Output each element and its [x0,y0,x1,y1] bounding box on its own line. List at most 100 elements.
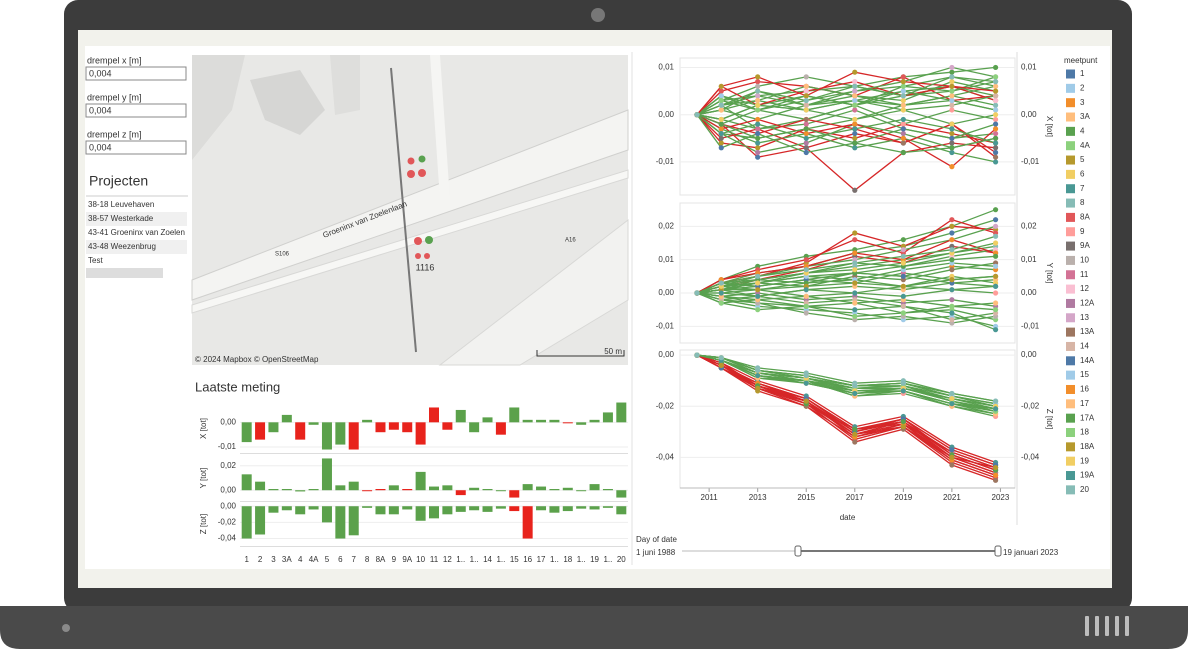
legend-label: 9A [1080,241,1090,250]
y-tick-label-right: -0,01 [1021,321,1040,330]
axis-label: Y [tot] [1045,263,1054,284]
bar [509,490,520,498]
x-tick-label: 1.. [470,555,479,564]
legend-swatch [1066,356,1075,366]
point [992,159,999,165]
point-label: 1116 [416,262,435,272]
led [62,624,70,632]
map-point [407,170,415,178]
bar [335,422,346,445]
bar [536,486,547,491]
bar [388,506,399,515]
bar [455,506,466,512]
slider-handle[interactable] [994,545,1002,557]
bar [241,474,252,491]
point [718,102,724,108]
point [852,426,858,432]
point [718,93,724,99]
point [992,79,999,85]
point [852,280,858,286]
bar [536,506,547,511]
filter-input[interactable] [85,66,187,81]
point [900,283,906,289]
bar [362,419,373,423]
point [949,230,955,236]
x-tick-label: 3 [271,555,276,564]
x-tick-label: 18 [563,555,572,564]
bar [442,506,453,515]
point [803,398,809,404]
bar [482,417,493,423]
bar [429,407,439,423]
project-item[interactable]: Test [88,256,103,265]
point [803,149,809,156]
filter-input[interactable] [85,140,187,155]
bar [576,506,587,509]
y-tick-label: 0,02 [658,221,674,230]
point [949,145,955,151]
point [852,260,858,266]
point [900,116,906,123]
series-line [696,354,996,402]
legend-swatch [1066,442,1075,452]
filter-input[interactable] [85,103,187,118]
map-point [425,236,433,244]
point [900,253,906,259]
point [992,253,999,259]
series-line [697,285,996,297]
slider-end: 19 januari 2023 [1003,548,1059,557]
series-line [696,114,996,154]
legend-swatch [1066,169,1075,179]
series-line [696,279,996,297]
x-tick-label: 9 [392,555,397,564]
point [852,187,858,193]
point [900,102,906,108]
legend-label: 13 [1080,313,1089,322]
point [992,406,999,412]
legend-swatch [1066,83,1075,93]
legend-label: 3 [1080,98,1085,107]
point [949,395,955,402]
bar [509,407,520,423]
point [992,83,999,89]
point [852,431,858,437]
bar [576,490,587,492]
project-item[interactable]: 43-41 Groeninx van Zoelen [88,228,185,237]
project-item[interactable]: 38-57 Westerkade [88,214,154,223]
point [992,273,999,279]
point [992,398,999,404]
point [803,257,809,263]
project-item[interactable]: 38-18 Leuvehaven [88,200,154,209]
series-line [696,292,996,331]
point [949,149,955,156]
legend-swatch [1066,284,1075,294]
point [852,307,858,313]
point [803,380,809,386]
x-tick-label: 2011 [701,493,719,502]
point [803,310,809,316]
bar [241,422,252,443]
point [718,290,724,296]
road [191,169,629,314]
x-tick-label: 1.. [456,555,465,564]
project-item[interactable]: 43-48 Weezenbrug [88,242,156,251]
bar [482,489,493,491]
axis-label: Y [tot] [199,468,208,489]
point [949,83,955,89]
slider-handle[interactable] [794,545,802,557]
point [803,74,809,80]
y-tick-label: 0,00 [658,288,674,297]
point [949,74,955,80]
point [755,280,761,286]
axis-label: X [tot] [1045,116,1054,137]
point [852,130,858,137]
point [900,130,906,137]
series-line [696,85,996,116]
series-line [696,354,996,471]
series-line [696,354,996,469]
bar [388,485,399,491]
scrollbar [86,268,163,278]
x-tick-label: 19 [590,555,599,564]
point [803,293,809,299]
